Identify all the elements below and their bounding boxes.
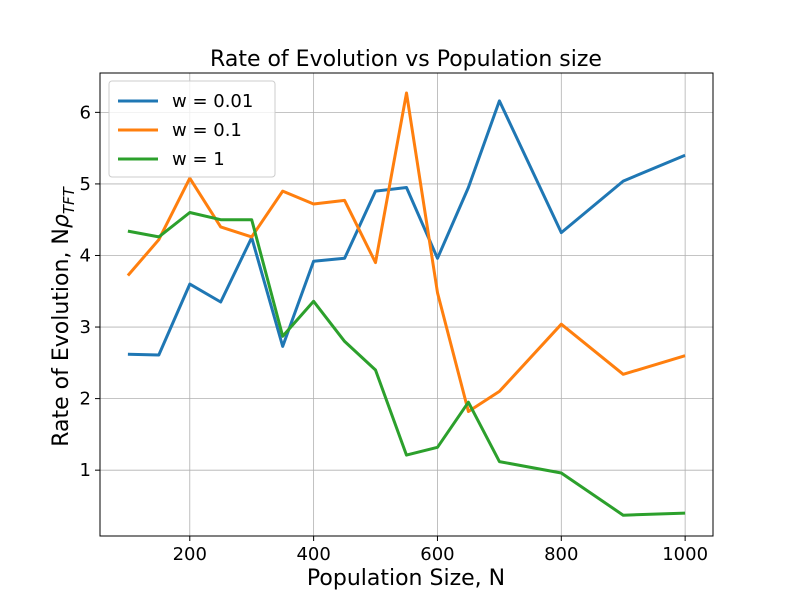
axis-ticks: 200 400 600 800 1000 1 2 3 4 5 6 <box>80 102 708 565</box>
y-tick-label: 4 <box>80 245 91 266</box>
plot-frame <box>99 72 714 537</box>
legend-label-2: w = 0.1 <box>172 120 242 141</box>
y-tick-label: 5 <box>80 174 91 195</box>
legend-label-3: w = 1 <box>172 149 225 170</box>
x-tick-label: 400 <box>296 544 330 565</box>
x-tick-label: 200 <box>173 544 207 565</box>
y-axis-label-subscript: TFT <box>60 185 78 214</box>
x-tick-label: 1000 <box>662 544 708 565</box>
y-tick-label: 1 <box>80 460 91 481</box>
x-axis-label: Population Size, N <box>307 566 505 591</box>
x-tick-label: 600 <box>420 544 454 565</box>
series-line-1 <box>127 99 686 357</box>
series-lines <box>126 91 686 517</box>
chart-title: Rate of Evolution vs Population size <box>210 47 602 72</box>
y-axis-label-prefix: Rate of Evolution, N <box>49 228 74 447</box>
y-tick-label: 6 <box>80 102 91 123</box>
legend: w = 0.01 w = 0.1 w = 1 <box>108 80 276 178</box>
series-line-2 <box>126 91 686 413</box>
grid-lines <box>100 73 713 536</box>
legend-box <box>108 80 276 178</box>
y-tick-label: 3 <box>80 317 91 338</box>
x-tick-label: 800 <box>544 544 578 565</box>
y-axis-label-symbol: ρ <box>49 214 74 228</box>
y-tick-label: 2 <box>80 389 91 410</box>
legend-label-1: w = 0.01 <box>172 91 253 112</box>
series-line-3 <box>127 211 686 517</box>
y-axis-label: Rate of Evolution, NρTFT <box>49 185 78 446</box>
